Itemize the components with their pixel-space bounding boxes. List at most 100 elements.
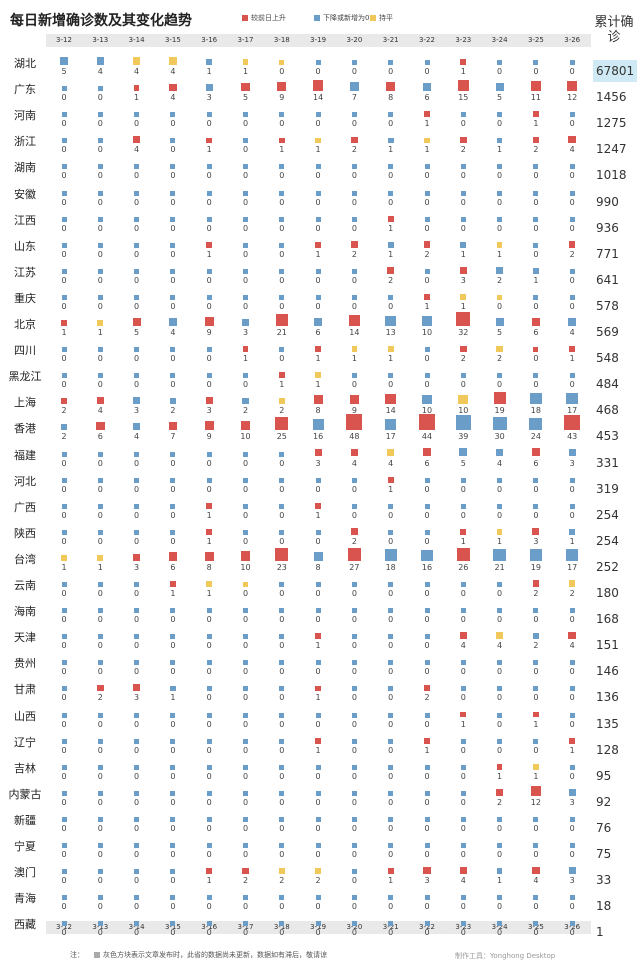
daily-new-value: 0: [170, 275, 176, 285]
daily-new-value: 0: [424, 484, 430, 494]
trend-square: [279, 608, 285, 614]
daily-new-value: 0: [533, 223, 539, 233]
cumulative-total: 1456: [596, 90, 627, 105]
daily-new-value: 1: [388, 876, 394, 886]
trend-square: [170, 242, 176, 248]
trend-square: [568, 788, 576, 796]
daily-new-value: 0: [533, 615, 539, 625]
trend-square: [61, 921, 67, 927]
daily-new-value: 1: [242, 67, 249, 76]
trend-square: [206, 686, 212, 692]
daily-new-value: 0: [134, 354, 140, 364]
trend-square: [569, 660, 575, 666]
trend-square: [134, 451, 140, 457]
trend-square: [569, 216, 575, 222]
daily-new-value: 0: [170, 719, 176, 729]
daily-new-value: 0: [242, 458, 249, 468]
trend-square: [315, 294, 321, 300]
daily-new-value: 0: [61, 745, 67, 755]
daily-new-value: 1: [97, 328, 103, 337]
daily-new-value: 0: [533, 850, 539, 859]
trend-square: [423, 866, 431, 875]
legend-swatch-flat: [370, 15, 376, 21]
trend-square: [567, 80, 578, 92]
daily-new-value: 0: [497, 510, 503, 520]
daily-new-value: 1: [388, 484, 394, 494]
trend-square: [134, 582, 140, 587]
trend-square: [387, 137, 394, 144]
trend-square: [170, 190, 176, 196]
trend-square: [568, 449, 576, 457]
daily-new-value: 5: [497, 328, 503, 337]
trend-square: [241, 83, 250, 92]
daily-new-value: 2: [460, 145, 466, 155]
trend-square: [532, 866, 540, 875]
trend-square: [279, 112, 285, 118]
date-label: 3-20: [346, 36, 363, 44]
daily-new-value: 0: [206, 928, 212, 938]
trend-square: [351, 216, 357, 222]
daily-new-value: 0: [61, 458, 67, 468]
trend-square: [243, 164, 248, 170]
daily-new-value: 2: [569, 249, 575, 259]
trend-square: [61, 242, 67, 248]
daily-new-value: 0: [497, 301, 503, 311]
daily-new-value: 0: [279, 275, 285, 285]
daily-new-value: 0: [315, 119, 321, 129]
trend-square: [460, 477, 466, 483]
trend-square: [204, 316, 214, 326]
daily-new-value: 16: [313, 432, 324, 442]
trend-square: [315, 477, 321, 483]
daily-new-value: 0: [242, 850, 249, 859]
trend-square: [351, 843, 357, 848]
daily-new-value: 2: [279, 876, 285, 886]
trend-square: [424, 895, 430, 901]
trend-square: [459, 448, 468, 457]
trend-square: [61, 634, 67, 640]
trend-square: [533, 164, 539, 170]
daily-new-value: 0: [134, 275, 140, 285]
trend-square: [170, 216, 176, 222]
daily-new-value: 0: [279, 589, 285, 598]
daily-new-value: 9: [351, 406, 357, 416]
daily-new-value: 10: [421, 406, 433, 416]
trend-square: [568, 866, 576, 875]
cumulative-total: 252: [596, 559, 619, 574]
daily-new-value: 0: [533, 197, 539, 207]
trend-square: [497, 294, 503, 300]
trend-square: [388, 764, 394, 770]
cumulative-total: 135: [596, 716, 619, 731]
trend-square: [97, 684, 104, 692]
date-label: 3-24: [491, 923, 508, 931]
daily-new-value: 0: [97, 589, 103, 598]
cumulative-total: 990: [596, 194, 619, 209]
province-label: 香港: [14, 422, 36, 436]
trend-square: [279, 503, 285, 509]
trend-square: [315, 164, 321, 170]
daily-new-value: 0: [315, 301, 321, 311]
daily-new-value: 6: [315, 328, 321, 337]
province-label: 广西: [14, 500, 36, 514]
daily-new-value: 0: [497, 380, 503, 390]
trend-square: [532, 632, 540, 640]
daily-new-value: 0: [497, 223, 503, 233]
trend-square: [206, 268, 212, 274]
trend-square: [496, 137, 503, 144]
cumulative-total: 136: [596, 690, 619, 705]
daily-new-value: 4: [460, 876, 466, 886]
trend-square: [569, 373, 575, 379]
trend-square: [351, 190, 357, 196]
legend-swatch-rise: [242, 15, 248, 21]
trend-square: [460, 503, 466, 509]
daily-new-value: 0: [134, 301, 140, 311]
trend-square: [533, 686, 539, 692]
cumulative-total: 180: [596, 586, 619, 600]
province-label: 吉林: [14, 761, 36, 775]
daily-new-value: 4: [170, 67, 176, 76]
trend-square: [61, 895, 67, 901]
trend-square: [315, 685, 321, 692]
daily-new-value: 0: [61, 301, 67, 311]
daily-new-value: 1: [497, 536, 503, 546]
daily-new-value: 0: [61, 145, 67, 155]
trend-square: [206, 59, 213, 65]
